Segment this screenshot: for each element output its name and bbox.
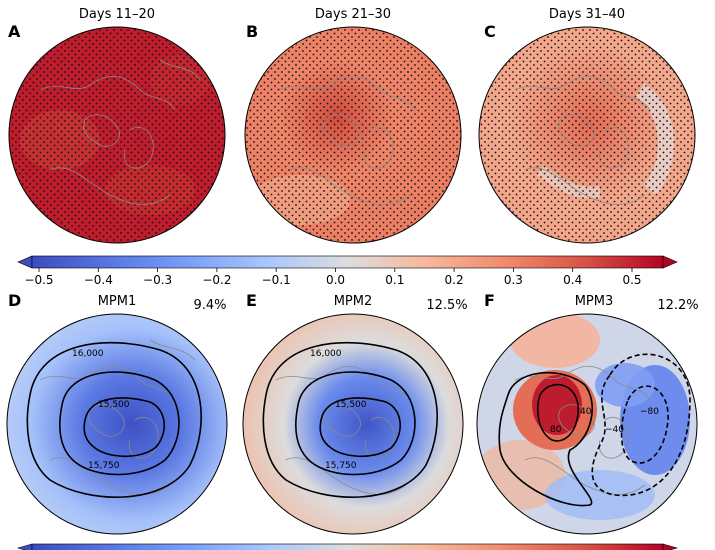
top-colorbar: −0.5 −0.4 −0.3 −0.2 −0.1 0.0 0.1 0.2 0.3 0.4 0.5 <box>17 255 678 287</box>
colorbar-tick-label: −0.3 <box>143 273 172 287</box>
colorbar-tick-label: −0.2 <box>202 273 231 287</box>
anomaly-contours <box>498 353 691 507</box>
panel-e: E MPM2 12.5% 16,000 15,500 15,750 <box>242 291 468 535</box>
panel-e-title: MPM2 <box>334 294 373 309</box>
contour-label: 15,750 <box>88 461 120 471</box>
panel-c: C Days 31–40 <box>478 7 696 244</box>
panel-e-variance: 12.5% <box>426 298 467 313</box>
panel-letter-e: E <box>246 291 257 310</box>
panel-b: B Days 21–30 <box>244 7 462 244</box>
colorbar-tick-label: −0.1 <box>262 273 291 287</box>
panel-f-title: MPM3 <box>575 294 614 309</box>
coastlines <box>514 75 651 205</box>
panel-d-variance: 9.4% <box>193 298 226 313</box>
panel-c-map <box>479 27 695 243</box>
panel-b-map <box>245 27 461 243</box>
panel-d-title: MPM1 <box>98 294 137 309</box>
panel-e-map <box>243 314 463 534</box>
coastlines <box>279 75 416 205</box>
contour-label: 16,000 <box>72 349 104 359</box>
panel-a: A Days 11–20 <box>8 7 226 244</box>
contour-label: −40 <box>605 425 624 435</box>
colorbar-tick-label: 0.3 <box>504 273 523 287</box>
colorbar-ticks: −0.5 −0.4 −0.3 −0.2 −0.1 0.0 0.1 0.2 0.3 0.4 0.5 <box>24 268 642 287</box>
colorbar-tick-label: 0.2 <box>445 273 464 287</box>
panel-f-variance: 12.2% <box>657 298 698 313</box>
colorbar-tick-label: 0.0 <box>326 273 345 287</box>
contour-label: 15,750 <box>325 461 357 471</box>
panel-f: F MPM3 12.2% 80 <box>476 291 699 535</box>
bottom-colorbar <box>16 543 679 550</box>
panel-d-map <box>7 314 227 534</box>
panel-b-title: Days 21–30 <box>315 7 391 22</box>
contour-label: 15,500 <box>98 400 130 410</box>
colorbar-tick-label: −0.5 <box>24 273 53 287</box>
panel-a-map <box>9 27 225 243</box>
panel-letter-a: A <box>8 22 21 41</box>
panel-a-title: Days 11–20 <box>79 7 155 22</box>
coastlines <box>39 59 201 205</box>
height-contours <box>26 341 202 498</box>
colorbar-tick-label: 0.1 <box>385 273 404 287</box>
coastlines <box>39 339 196 495</box>
contour-label: 16,000 <box>310 349 342 359</box>
panel-letter-b: B <box>246 22 258 41</box>
panel-d: D MPM1 9.4% 16,000 15,500 15,750 <box>6 291 228 535</box>
panel-letter-f: F <box>484 291 495 310</box>
contour-label: −80 <box>640 407 659 417</box>
panel-letter-c: C <box>484 22 496 41</box>
contour-label: 15,500 <box>335 400 367 410</box>
colorbar-tick-label: 0.4 <box>563 273 582 287</box>
colorbar-tick-label: −0.4 <box>84 273 113 287</box>
coastlines <box>275 365 412 495</box>
height-contours <box>262 341 438 498</box>
contour-label: 40 <box>580 407 592 417</box>
panel-f-map <box>477 314 697 534</box>
panel-letter-d: D <box>8 291 21 310</box>
panel-c-title: Days 31–40 <box>549 7 625 22</box>
colorbar-tick-label: 0.5 <box>622 273 641 287</box>
contour-label: 80 <box>550 425 562 435</box>
